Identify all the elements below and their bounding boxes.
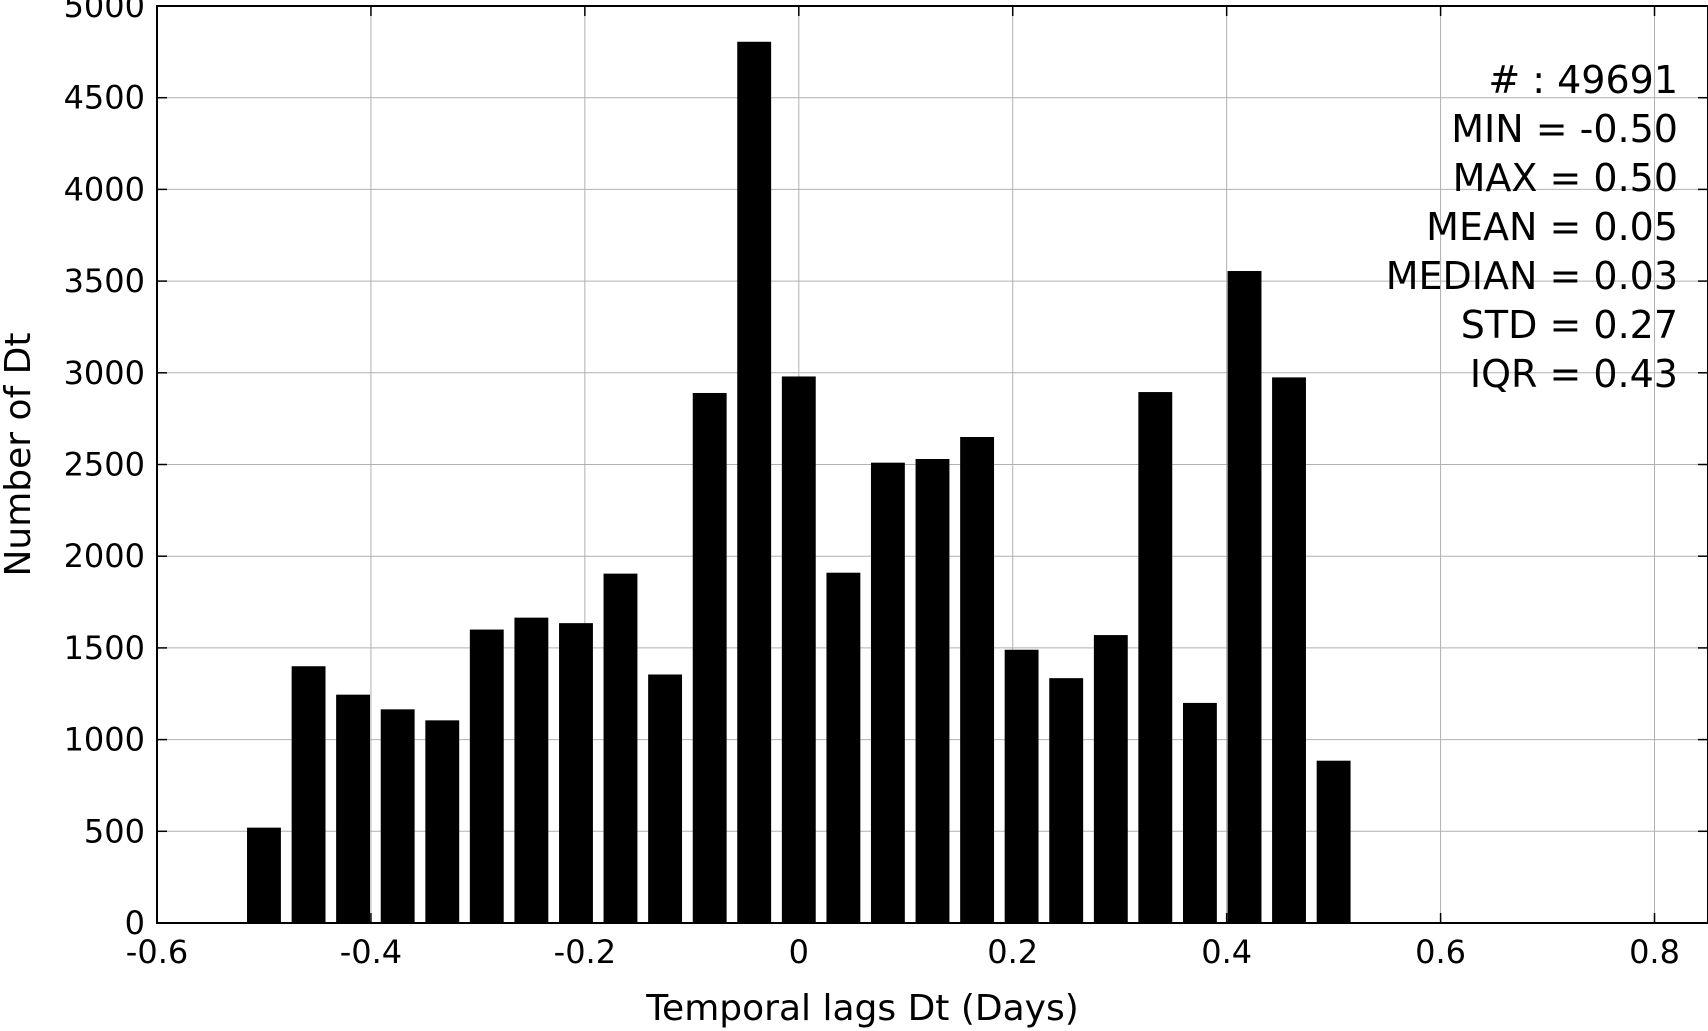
histogram-bar: [1093, 635, 1128, 923]
histogram-bar: [1272, 377, 1306, 923]
x-tick-label: 0.4: [1201, 933, 1252, 971]
stat-line: MEDIAN = 0.03: [1386, 254, 1678, 298]
histogram-bar: [247, 827, 281, 923]
x-axis-label: Temporal lags Dt (Days): [645, 988, 1079, 1029]
stat-line: MIN = -0.50: [1451, 107, 1678, 151]
y-tick-label: 2000: [64, 537, 145, 575]
y-tick-label: 1500: [64, 629, 145, 667]
stat-line: MAX = 0.50: [1453, 156, 1678, 200]
histogram-bar: [1227, 271, 1262, 923]
y-tick-label: 4000: [64, 170, 145, 208]
plot-frame: [156, 5, 1708, 924]
y-tick-label: 4500: [64, 79, 145, 117]
x-tick-label: 0: [789, 933, 809, 971]
histogram-bar: [425, 720, 460, 923]
x-tick-label: -0.6: [126, 933, 188, 971]
histogram-bar: [336, 694, 371, 923]
x-tick-label: 0.8: [1629, 933, 1680, 971]
y-tick-label: 0: [125, 904, 145, 942]
y-axis-label: Number of Dt: [0, 332, 39, 576]
stat-line: # : 49691: [1488, 58, 1678, 102]
bars: [247, 41, 1351, 923]
x-tick-label: -0.2: [554, 933, 616, 971]
y-tick-label: 5000: [64, 0, 145, 25]
histogram-bar: [960, 436, 995, 923]
histogram-bar: [915, 458, 950, 923]
histogram-bar: [291, 666, 326, 923]
histogram-bar: [781, 376, 816, 923]
y-tick-label: 3000: [64, 354, 145, 392]
histogram-bar: [603, 573, 638, 923]
y-tick-label: 3500: [64, 262, 145, 300]
histogram-bar: [692, 392, 727, 923]
axis-ticks: -0.6 -0.4 -0.2 0 0.2 0.4 0.6 0.8 0 500 1000 1500 200…: [64, 0, 1708, 971]
histogram-bar: [469, 629, 504, 923]
histogram-bar: [826, 572, 861, 923]
x-tick-label: -0.4: [340, 933, 402, 971]
y-tick-label: 2500: [64, 446, 145, 484]
stat-line: STD = 0.27: [1461, 303, 1678, 347]
histogram-bar: [1138, 392, 1173, 923]
histogram-bar: [380, 709, 415, 923]
histogram-bar: [1004, 649, 1039, 923]
histogram-bar: [1049, 678, 1084, 923]
histogram-bar: [1182, 702, 1217, 923]
stats-box: # : 49691 MIN = -0.50 MAX = 0.50 MEAN = 0.0…: [1386, 58, 1678, 396]
stat-line: MEAN = 0.05: [1426, 205, 1678, 249]
histogram-bar: [870, 462, 905, 923]
x-tick-label: 0.2: [987, 933, 1038, 971]
histogram-bar: [737, 41, 772, 923]
histogram-bar: [559, 623, 593, 923]
stat-line: IQR = 0.43: [1470, 352, 1678, 396]
x-tick-label: 0.6: [1415, 933, 1466, 971]
histogram-bar: [648, 674, 683, 923]
y-tick-label: 1000: [64, 721, 145, 759]
y-tick-label: 500: [84, 812, 145, 850]
histogram-bar: [514, 617, 549, 923]
histogram-bar: [1316, 760, 1351, 923]
